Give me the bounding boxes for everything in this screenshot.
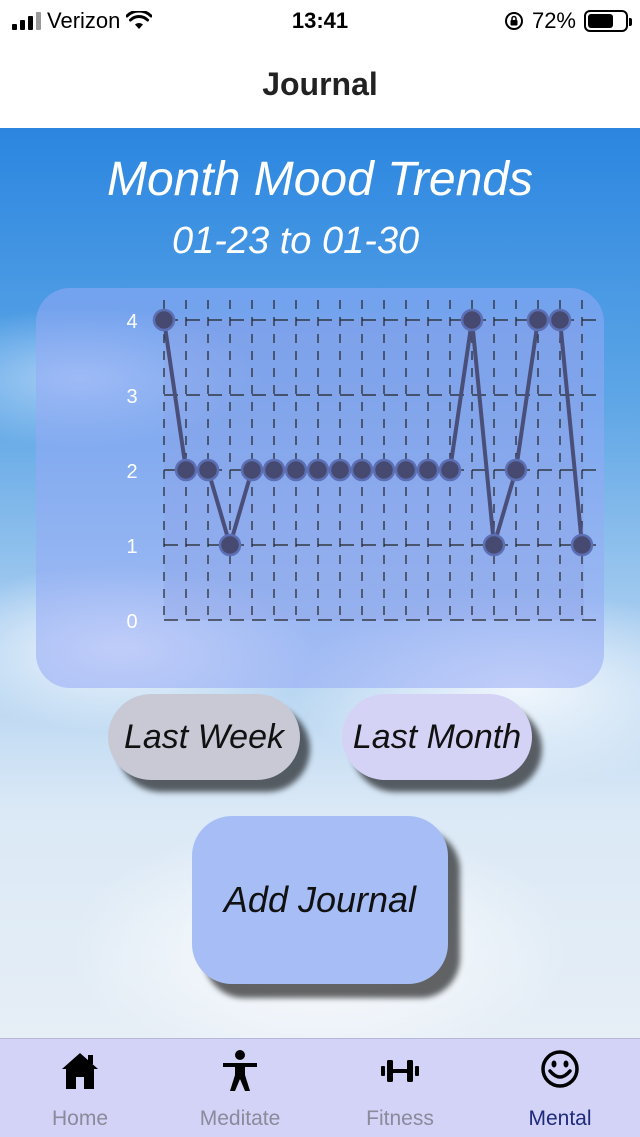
data-point xyxy=(306,458,330,482)
data-point xyxy=(174,458,198,482)
last-week-button[interactable]: Last Week xyxy=(108,694,300,780)
y-tick-label: 4 xyxy=(126,311,137,333)
data-point xyxy=(262,458,286,482)
tab-label: Home xyxy=(51,1107,109,1130)
carrier: Verizon xyxy=(12,8,153,34)
carrier-name: Verizon xyxy=(47,8,121,33)
tab-fitness[interactable]: Fitness xyxy=(320,1039,480,1137)
main-content: Month Mood Trends 01-23 to 01-30 0 1 2 3 4 L… xyxy=(0,128,640,1038)
data-point xyxy=(526,308,550,332)
data-point xyxy=(152,308,176,332)
add-journal-button[interactable]: Add Journal xyxy=(192,816,448,984)
mood-chart: 0 1 2 3 4 xyxy=(126,300,596,633)
mood-chart-card: 0 1 2 3 4 xyxy=(36,288,604,688)
data-point xyxy=(570,533,594,557)
tab-meditate[interactable]: Meditate xyxy=(160,1039,320,1137)
data-point xyxy=(240,458,264,482)
smiley-icon xyxy=(541,1050,579,1088)
wifi-icon xyxy=(126,11,153,29)
signal-icon xyxy=(12,12,41,30)
battery-icon xyxy=(584,10,632,32)
data-point xyxy=(416,458,440,482)
data-point xyxy=(482,533,506,557)
y-tick-label: 2 xyxy=(126,461,137,483)
tab-mental[interactable]: Mental xyxy=(480,1039,640,1137)
data-point xyxy=(372,458,396,482)
data-point xyxy=(394,458,418,482)
data-point xyxy=(438,458,462,482)
data-point xyxy=(504,458,528,482)
data-point xyxy=(460,308,484,332)
page-title: Journal xyxy=(262,66,378,102)
house-icon xyxy=(62,1053,98,1089)
chart-title: Month Mood Trends xyxy=(107,153,533,206)
data-point xyxy=(350,458,374,482)
tab-bar: Home Meditate Fitness Mental xyxy=(0,1038,640,1137)
right-status: 72% xyxy=(504,8,632,34)
tab-label: Fitness xyxy=(366,1107,434,1130)
data-point xyxy=(548,308,572,332)
y-tick-label: 1 xyxy=(126,536,137,558)
date-range: 01-23 to 01-30 xyxy=(172,220,420,262)
dumbbell-icon xyxy=(381,1060,419,1082)
status-bar: Verizon 13:41 72% xyxy=(0,0,640,44)
tab-home[interactable]: Home xyxy=(0,1039,160,1137)
y-tick-label: 3 xyxy=(126,386,137,408)
last-month-button[interactable]: Last Month xyxy=(342,694,532,780)
orientation-lock-icon xyxy=(504,12,523,30)
battery-percent: 72% xyxy=(531,8,576,33)
tab-label: Mental xyxy=(528,1107,592,1130)
data-point xyxy=(218,533,242,557)
y-tick-label: 0 xyxy=(126,611,137,633)
data-point xyxy=(284,458,308,482)
tab-label: Meditate xyxy=(199,1107,281,1130)
navigation-bar: Journal xyxy=(0,44,640,128)
clock: 13:41 xyxy=(291,8,349,33)
data-point xyxy=(196,458,220,482)
person-icon xyxy=(223,1050,257,1091)
data-point xyxy=(328,458,352,482)
